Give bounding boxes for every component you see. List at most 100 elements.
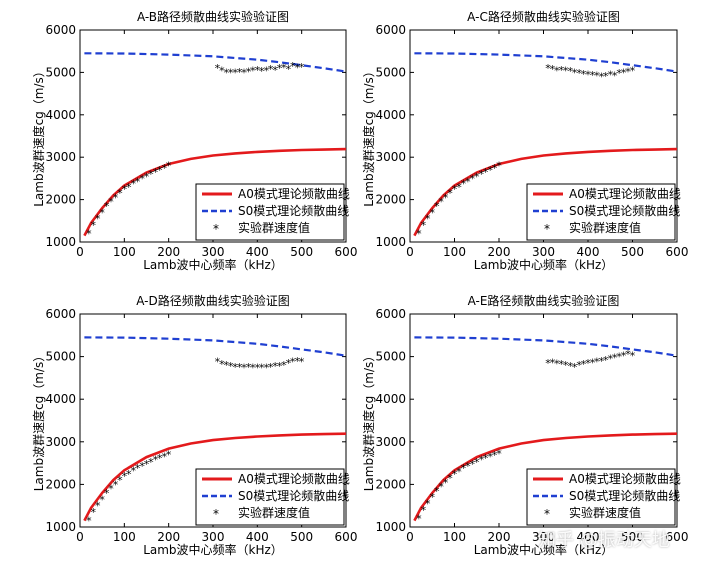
legend-label: 实验群速度值	[238, 505, 310, 520]
experiment-point: *	[299, 356, 305, 369]
y-axis-label: Lamb波群速度cg（m/s）	[361, 65, 376, 207]
experiment-point: *	[99, 493, 105, 506]
experiment-point: *	[572, 361, 578, 374]
experiment-point: *	[255, 64, 261, 77]
x-tick-label: 200	[488, 245, 511, 259]
experiment-point: *	[95, 213, 101, 226]
experiment-point: *	[559, 358, 565, 371]
experiment-point: *	[576, 67, 582, 80]
legend-label: S0模式理论频散曲线	[238, 488, 349, 503]
experiment-point: *	[130, 177, 136, 190]
experiment-point: *	[268, 63, 274, 76]
x-tick-label: 100	[443, 530, 466, 544]
experiment-point: *	[153, 166, 159, 179]
experiment-point: *	[215, 356, 221, 369]
experiment-point: *	[465, 175, 471, 188]
experiment-point: *	[425, 213, 431, 226]
experiment-point: *	[224, 66, 230, 79]
experiment-point: *	[286, 357, 292, 370]
legend-label: A0模式理论频散曲线	[238, 186, 350, 201]
experiment-point: *	[456, 181, 462, 194]
chart-title: A-B路径频散曲线实验验证图	[137, 9, 289, 24]
experiment-point: *	[161, 162, 167, 175]
s0-theory-curve	[414, 52, 678, 73]
y-tick-label: 2000	[375, 477, 406, 491]
experiment-point: *	[126, 468, 132, 481]
chart-panel-1: A-B路径频散曲线实验验证图 0 100 200 300 400 500 600 1000 200…	[31, 9, 357, 272]
legend-label: 实验群速度值	[569, 505, 641, 520]
experiment-point: *	[452, 468, 458, 481]
experiment-point: *	[246, 361, 252, 374]
experiment-point: *	[599, 355, 605, 368]
experiment-point: *	[130, 464, 136, 477]
experiment-point: *	[567, 360, 573, 373]
legend-marker: *	[544, 222, 550, 236]
y-tick-label: 4000	[375, 392, 406, 406]
experiment-point: *	[95, 500, 101, 513]
x-tick-label: 0	[406, 530, 414, 544]
experiment-point: *	[452, 183, 458, 196]
x-tick-label: 200	[488, 530, 511, 544]
y-tick-label: 3000	[375, 150, 406, 164]
chart-title: A-C路径频散曲线实验验证图	[467, 9, 620, 24]
y-tick-label: 4000	[45, 392, 76, 406]
experiment-point: *	[104, 487, 110, 500]
x-tick-label: 600	[335, 530, 358, 544]
x-tick-label: 100	[113, 530, 136, 544]
experiment-point: *	[153, 454, 159, 467]
x-tick-label: 400	[577, 530, 600, 544]
y-tick-label: 3000	[375, 435, 406, 449]
experiment-point: *	[122, 470, 128, 483]
experiment-point: *	[277, 360, 283, 373]
experiment-point: *	[126, 181, 132, 194]
experiment-point: *	[612, 351, 618, 364]
x-tick-label: 100	[113, 245, 136, 259]
experiment-point: *	[599, 71, 605, 84]
experiment-point: *	[425, 498, 431, 511]
experiment-point: *	[215, 62, 221, 75]
y-tick-label: 6000	[45, 23, 76, 37]
experiment-point: *	[585, 357, 591, 370]
experiment-point: *	[117, 474, 123, 487]
x-tick-label: 600	[666, 530, 689, 544]
legend-label: S0模式理论频散曲线	[569, 488, 680, 503]
legend-entry: S0模式理论频散曲线	[533, 203, 680, 218]
experiment-point: *	[625, 66, 631, 79]
y-tick-label: 1000	[375, 520, 406, 534]
x-tick-label: 400	[577, 245, 600, 259]
experiment-point: *	[594, 356, 600, 369]
legend-label: A0模式理论频散曲线	[569, 186, 681, 201]
experiment-point: *	[567, 65, 573, 78]
legend-entry: S0模式理论频散曲线	[202, 488, 349, 503]
s0-theory-curve	[84, 336, 347, 357]
experiment-point: *	[108, 196, 114, 209]
experiment-point: *	[496, 160, 502, 173]
x-tick-label: 300	[202, 530, 225, 544]
y-tick-label: 2000	[45, 477, 76, 491]
experiment-point: *	[294, 355, 300, 368]
experiment-point: *	[483, 452, 489, 465]
y-axis-label: Lamb波群速度cg（m/s）	[31, 65, 46, 207]
experiment-point: *	[492, 449, 498, 462]
x-tick-label: 500	[290, 245, 313, 259]
experiment-point: *	[603, 354, 609, 367]
experiment-point: *	[443, 191, 449, 204]
experiment-point: *	[259, 65, 265, 78]
chart-title: A-D路径频散曲线实验验证图	[136, 293, 290, 308]
experiment-point: *	[572, 66, 578, 79]
experiment-point: *	[576, 359, 582, 372]
experiment-point: *	[581, 358, 587, 371]
experiment-point: *	[430, 491, 436, 504]
y-tick-label: 4000	[45, 108, 76, 122]
y-tick-label: 5000	[375, 65, 406, 79]
experiment-point: *	[487, 164, 493, 177]
experiment-point: *	[470, 458, 476, 471]
experiment-point: *	[268, 361, 274, 374]
experiment-point: *	[104, 200, 110, 213]
x-tick-label: 200	[157, 530, 180, 544]
experiment-point: *	[113, 191, 119, 204]
x-axis-label: Lamb波中心频率（kHz）	[143, 542, 283, 557]
experiment-point: *	[237, 66, 243, 79]
experiment-point: *	[554, 357, 560, 370]
